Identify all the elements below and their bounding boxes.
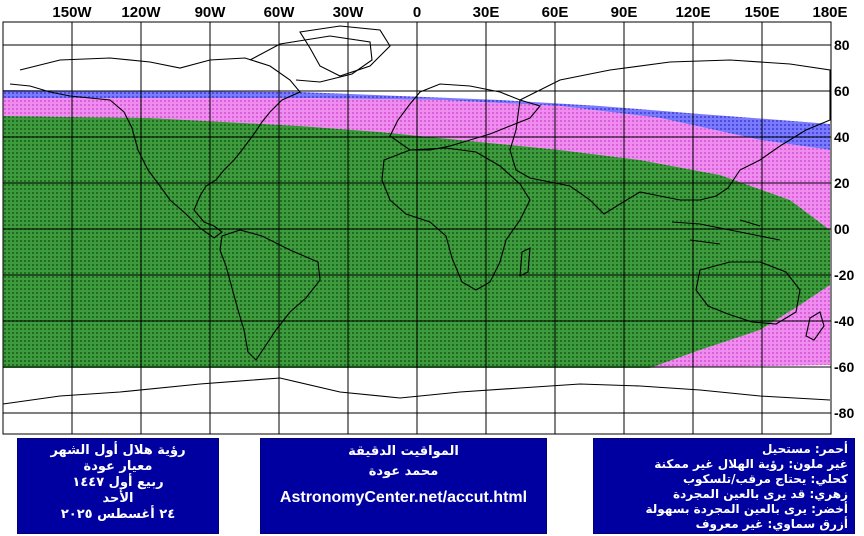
coastlines — [2, 25, 831, 405]
legend-item-navy: كحلي: يحتاج مرقب/تلسكوب — [682, 472, 848, 486]
legend-item-cyan: أزرق سماوي: غير معروف — [695, 517, 848, 531]
lon-label: 90E — [610, 4, 638, 21]
weekday-label: الأحد — [102, 491, 134, 506]
lon-label: 60E — [541, 4, 569, 21]
lat-label: 00 — [834, 221, 850, 237]
legend-panel: أحمر: مستحيل غير ملون: رؤية الهلال غير م… — [593, 438, 855, 534]
lon-label: 120E — [675, 4, 711, 21]
lon-label: 150E — [744, 4, 780, 21]
lon-label: 30E — [472, 4, 500, 21]
website-link[interactable]: AstronomyCenter.net/accut.html — [279, 489, 528, 506]
gregorian-date-label: ٢٤ أغسطس ٢٠٢٥ — [60, 507, 176, 522]
lat-label: -80 — [834, 405, 855, 421]
credits-title: المواقيت الدقيقة — [348, 444, 459, 459]
lon-label: 150W — [52, 4, 92, 21]
lon-label: 90W — [194, 4, 226, 21]
lon-label: 180E — [812, 4, 848, 21]
magenta-visibility-zone — [3, 98, 830, 368]
legend-item-uncolored: غير ملون: رؤية الهلال غير ممكنة — [654, 457, 848, 471]
info-panel-credits: المواقيت الدقيقة محمد عودة AstronomyCent… — [260, 438, 547, 534]
hijri-month-label: ربيع أول ١٤٤٧ — [72, 475, 164, 490]
lon-label: 30W — [332, 4, 364, 21]
author-name: محمد عودة — [368, 464, 439, 479]
blue-visibility-zone — [3, 90, 830, 150]
lon-label: 120W — [121, 4, 161, 21]
lat-lon-grid — [2, 21, 832, 435]
lat-label: 40 — [834, 129, 850, 145]
lat-label: -40 — [834, 313, 855, 329]
lon-label: 60W — [263, 4, 295, 21]
lat-label: -20 — [834, 267, 855, 283]
criterion-label: معيار عودة — [83, 459, 153, 474]
lat-label: 60 — [834, 83, 850, 99]
legend-item-red: أحمر: مستحيل — [761, 442, 848, 456]
info-panel-date: رؤية هلال أول الشهر معيار عودة ربيع أول … — [17, 438, 219, 534]
legend-item-green: أخضر: يرى بالعين المجردة بسهولة — [645, 502, 848, 516]
legend-item-pink: زهري: قد يرى بالعين المجردة — [673, 487, 848, 501]
lat-label: 80 — [834, 37, 850, 53]
lat-label: 20 — [834, 175, 850, 191]
panel-title: رؤية هلال أول الشهر — [50, 443, 186, 458]
lat-label: -60 — [834, 359, 855, 375]
lon-label: 0 — [412, 4, 422, 21]
